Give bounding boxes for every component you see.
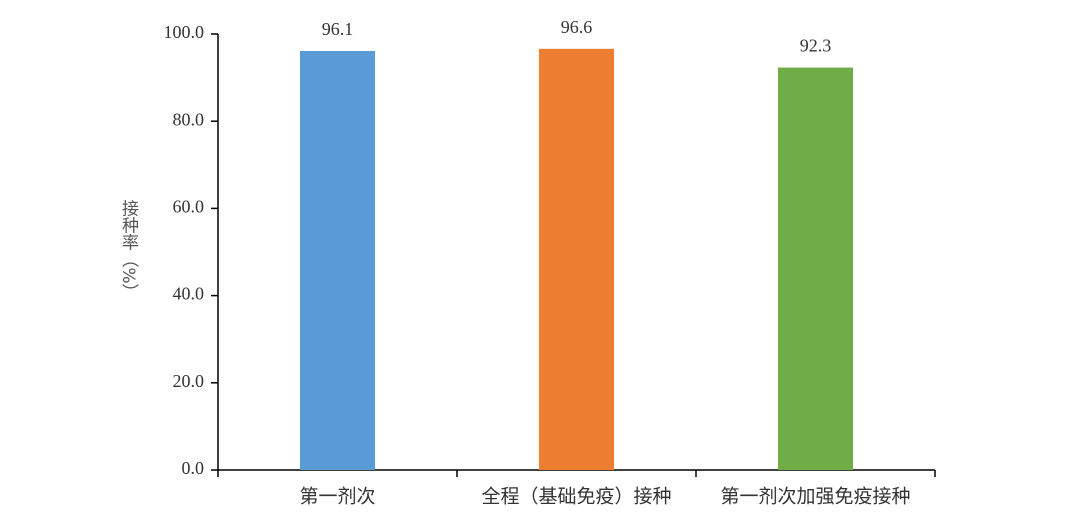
y-axis-label: 接种率（%）	[118, 199, 139, 300]
y-tick-label: 60.0	[173, 197, 205, 217]
y-tick-label: 20.0	[173, 371, 205, 391]
data-label: 96.1	[322, 19, 354, 39]
bar	[778, 67, 853, 471]
bar	[300, 51, 375, 471]
data-label: 96.6	[561, 17, 593, 37]
x-tick-label: 第一剂次	[299, 486, 375, 508]
y-tick-label: 100.0	[164, 22, 205, 42]
y-tick-label: 0.0	[182, 458, 205, 478]
bar	[539, 48, 614, 470]
x-tick-label: 全程（基础免疫）接种	[481, 486, 671, 508]
x-tick-label: 第一剂次加强免疫接种	[720, 486, 910, 508]
y-tick-label: 80.0	[173, 109, 205, 129]
y-tick-label: 40.0	[173, 284, 205, 304]
data-label: 92.3	[800, 36, 832, 56]
